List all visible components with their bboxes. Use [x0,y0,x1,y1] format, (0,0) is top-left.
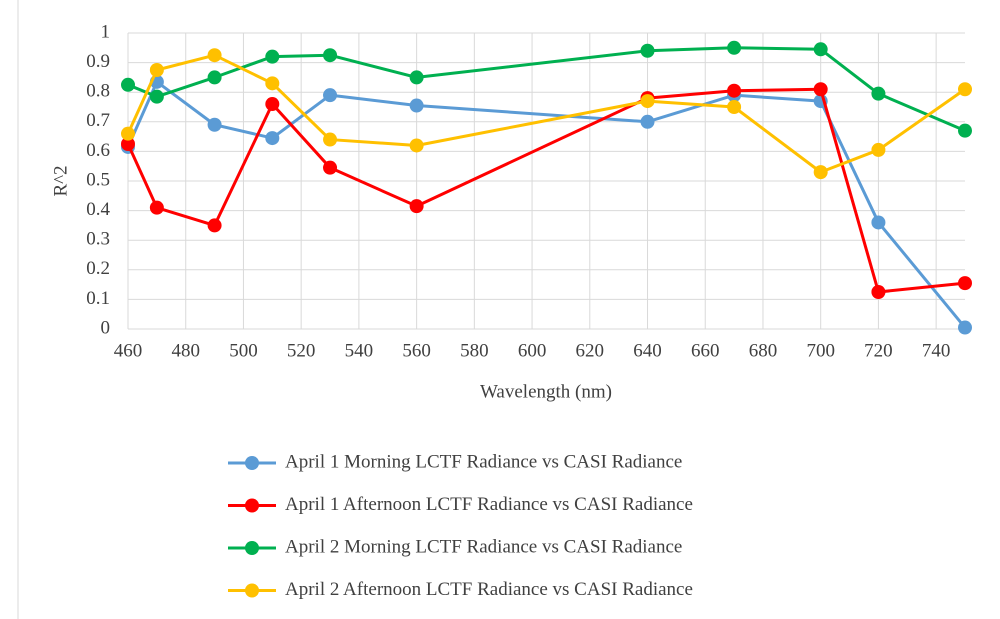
y-tick-label: 0.6 [86,140,110,161]
data-point [409,138,424,153]
legend-marker [245,456,259,470]
data-point [149,63,164,77]
y-tick-label: 0.1 [86,288,110,309]
x-tick-label: 500 [229,340,258,361]
data-point [727,100,742,114]
data-point [265,76,280,91]
legend-marker [245,498,259,513]
data-point [207,48,222,63]
legend-label: April 1 Afternoon LCTF Radiance vs CASI … [285,494,693,515]
legend-label: April 2 Afternoon LCTF Radiance vs CASI … [285,579,693,600]
y-tick-label: 0.8 [86,81,110,102]
data-point [121,77,135,92]
y-tick-label: 1 [101,21,111,42]
legend-marker [245,541,259,555]
data-point [813,82,828,97]
data-point [871,142,886,157]
data-point [813,165,828,180]
y-tick-label: 0.3 [86,229,110,250]
data-point [323,160,338,175]
x-axis-label: Wavelength (nm) [480,381,612,402]
x-tick-label: 660 [691,340,720,361]
data-point [149,89,164,104]
data-point [207,70,222,85]
y-tick-label: 0.2 [86,258,110,279]
data-point [958,320,972,335]
series-line [127,46,966,133]
x-tick-label: 460 [114,340,143,361]
data-point [323,88,338,103]
x-tick-label: 720 [864,340,893,361]
data-point [207,117,222,132]
y-axis-label: R^2 [50,165,71,196]
data-point [409,98,424,113]
y-tick-label: 0.4 [86,199,110,220]
x-tick-label: 680 [749,340,778,361]
data-point [640,43,655,58]
data-point [640,114,655,129]
series-line [126,80,967,329]
x-tick-label: 520 [287,340,316,361]
data-point [121,126,135,141]
data-point [871,215,886,230]
x-tick-label: 540 [345,340,374,361]
data-point [958,82,972,97]
data-point [207,218,222,233]
data-point [265,131,280,146]
data-point [409,70,424,85]
data-point [871,86,886,101]
data-point [727,40,742,55]
y-tick-label: 0.7 [86,110,110,131]
data-point [871,285,886,299]
y-tick-label: 0 [101,317,111,338]
data-point [265,97,280,112]
x-tick-label: 620 [576,340,605,361]
data-point [813,42,828,57]
x-tick-label: 580 [460,340,489,361]
data-point [265,49,280,64]
data-point [640,94,655,109]
data-point [409,199,424,214]
data-point [121,137,135,151]
x-tick-label: 740 [922,340,951,361]
data-point [323,48,338,63]
data-point [727,83,742,98]
y-tick-label: 0.9 [86,51,110,72]
data-point [149,200,164,215]
x-tick-label: 560 [402,340,431,361]
data-point [958,123,972,138]
legend-label: April 1 Morning LCTF Radiance vs CASI Ra… [285,451,682,472]
data-point [958,276,972,291]
data-point [323,132,338,147]
x-tick-label: 480 [171,340,200,361]
x-tick-label: 640 [633,340,662,361]
legend-label: April 2 Morning LCTF Radiance vs CASI Ra… [285,536,682,557]
y-tick-label: 0.5 [86,169,110,190]
x-tick-label: 600 [518,340,547,361]
x-tick-label: 700 [806,340,835,361]
legend-marker [245,583,259,598]
